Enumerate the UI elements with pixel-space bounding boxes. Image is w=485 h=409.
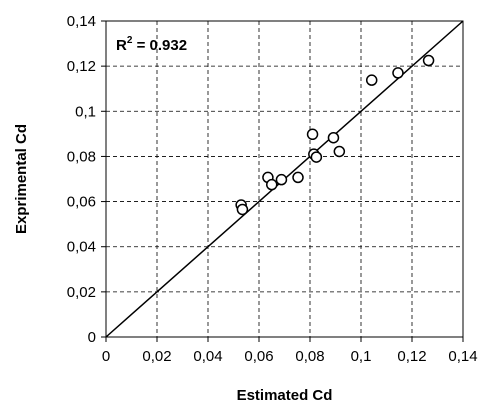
y-tick-label: 0,06 <box>67 194 96 211</box>
data-point <box>333 145 346 158</box>
x-tick-label: 0,02 <box>142 348 171 365</box>
y-tick-label: 0,1 <box>75 103 96 120</box>
data-point <box>365 74 378 86</box>
r-squared-annotation: R2 = 0.932 <box>116 35 187 54</box>
r-squared-value: = 0.932 <box>132 37 187 54</box>
x-tick-label: 0,04 <box>193 348 222 365</box>
data-point <box>292 171 304 184</box>
y-tick-label: 0,04 <box>67 239 96 256</box>
y-axis-title: Exprimental Cd <box>13 124 30 234</box>
y-tick-label: 0,14 <box>67 13 96 30</box>
grid <box>106 21 463 337</box>
y-tick-label: 0,02 <box>67 284 96 301</box>
x-tick-label: 0,14 <box>448 348 477 365</box>
data-point <box>306 128 319 141</box>
r-squared-superscript: 2 <box>127 35 133 46</box>
data-point <box>266 178 278 191</box>
x-tick-label: 0,12 <box>397 348 426 365</box>
tick-labels: 00,020,040,060,080,10,120,140 0,02 0,04 0,0… <box>67 13 478 365</box>
data-point <box>275 173 288 186</box>
x-tick-label: 0,08 <box>295 348 324 365</box>
data-point <box>310 151 323 163</box>
x-tick-label: 0 <box>102 348 110 365</box>
data-point <box>422 54 435 67</box>
x-tick-label: 0,06 <box>244 348 273 365</box>
r-squared-label: R <box>116 37 127 54</box>
data-point <box>392 67 404 79</box>
plot-frame <box>105 20 464 338</box>
y-tick-label: 0,12 <box>67 58 96 75</box>
y-tick-label: 0,08 <box>67 148 96 165</box>
x-tick-label: 0,1 <box>351 348 372 365</box>
x-axis-title: Estimated Cd <box>237 387 333 404</box>
y-tick-label: 0 <box>88 329 96 346</box>
data-point <box>236 203 249 216</box>
data-points <box>235 54 435 216</box>
data-point <box>327 131 340 144</box>
